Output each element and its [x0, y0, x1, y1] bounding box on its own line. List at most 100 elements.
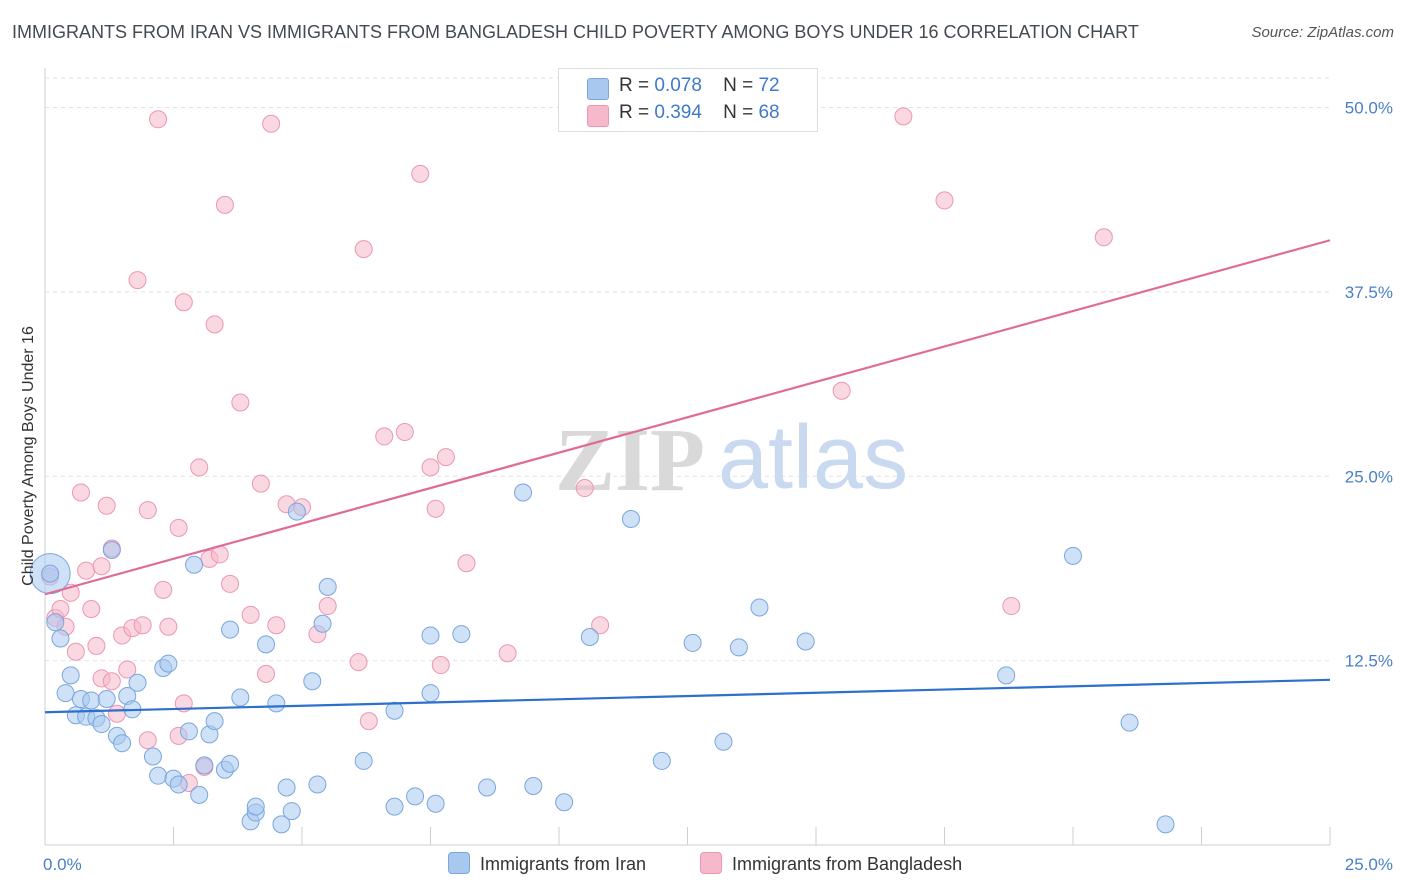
trend-line-iran [44, 678, 1331, 714]
point-iran [185, 555, 204, 574]
point-bangladesh [257, 664, 276, 683]
point-iran [1064, 546, 1082, 565]
point-bangladesh [102, 672, 121, 691]
point-iran [652, 751, 671, 770]
point-bangladesh [457, 554, 476, 573]
point-iran [1120, 713, 1139, 732]
point-bangladesh [66, 642, 85, 661]
point-iran [272, 815, 291, 834]
point-bangladesh [894, 107, 913, 126]
point-iran [41, 564, 60, 583]
point-iran [159, 654, 178, 673]
point-bangladesh [154, 580, 173, 599]
point-iran [113, 734, 132, 753]
legend-r-label: R = [619, 102, 650, 123]
point-bangladesh [92, 557, 111, 576]
point-bangladesh [128, 271, 147, 290]
point-bangladesh [169, 518, 188, 537]
point-bangladesh [375, 427, 394, 446]
trend-line-bangladesh [44, 239, 1331, 596]
point-bangladesh [359, 712, 378, 731]
point-bangladesh [426, 499, 445, 518]
point-bangladesh [318, 597, 337, 616]
point-bangladesh [436, 448, 455, 467]
point-iran [267, 694, 286, 713]
point-iran [318, 577, 337, 596]
point-bangladesh [575, 479, 594, 498]
point-bangladesh [1002, 597, 1021, 616]
point-iran [282, 802, 301, 821]
point-iran [683, 633, 702, 652]
legend-swatch-iran [587, 78, 609, 100]
x-tick-label: 0.0% [43, 855, 82, 874]
point-iran [56, 684, 75, 703]
point-iran [221, 754, 240, 773]
bottom-legend-iran: Immigrants from Iran [448, 852, 646, 875]
y-tick-label: 25.0% [1345, 467, 1393, 486]
point-iran [190, 785, 209, 804]
point-iran [205, 712, 224, 731]
point-iran [452, 625, 471, 644]
x-tick-label: 25.0% [1345, 855, 1393, 874]
point-iran [478, 778, 497, 797]
point-iran [555, 793, 574, 812]
point-bangladesh [231, 393, 250, 412]
point-iran [621, 510, 640, 529]
bottom-legend-label-bangladesh: Immigrants from Bangladesh [732, 854, 963, 874]
point-iran [149, 766, 168, 785]
point-iran [195, 756, 214, 775]
point-iran [231, 688, 250, 707]
point-bangladesh [118, 660, 137, 679]
bottom-legend-swatch-iran [448, 852, 470, 874]
y-tick-label: 12.5% [1345, 652, 1393, 671]
grid [45, 77, 1330, 662]
point-iran [82, 691, 101, 710]
point-bangladesh [411, 164, 430, 183]
point-iran [514, 483, 533, 502]
point-bangladesh [935, 191, 954, 210]
bottom-legend-swatch-bangladesh [700, 852, 722, 874]
point-iran [385, 701, 404, 720]
point-bangladesh [262, 114, 281, 133]
trend-lines [44, 239, 1331, 714]
bottom-legend-bangladesh: Immigrants from Bangladesh [700, 852, 962, 875]
point-iran [750, 598, 769, 617]
point-iran [246, 797, 265, 816]
point-bangladesh [591, 616, 610, 635]
legend-n-value-bangladesh: 68 [758, 102, 780, 123]
point-iran [287, 502, 306, 521]
point-bangladesh [138, 501, 157, 520]
y-tick-label: 50.0% [1345, 99, 1393, 118]
point-bangladesh [431, 656, 450, 675]
point-bangladesh [190, 458, 209, 477]
source-label: Source: ZipAtlas.com [1251, 24, 1394, 41]
point-iran [257, 635, 276, 654]
point-iran [92, 715, 111, 734]
point-bangladesh [97, 496, 116, 515]
point-iran [308, 775, 327, 794]
point-iran [128, 673, 147, 692]
legend-r-value-bangladesh: 0.394 [654, 102, 702, 123]
point-bangladesh [1094, 228, 1113, 247]
point-iran [714, 732, 733, 751]
point-iran [729, 638, 748, 657]
point-bangladesh [133, 616, 152, 635]
watermark-zip: ZIP [555, 411, 705, 510]
point-iran [143, 747, 162, 766]
watermark-atlas: atlas [718, 408, 908, 508]
point-iran [277, 778, 296, 797]
point-iran [354, 751, 373, 770]
point-bangladesh [241, 605, 260, 624]
point-iran [997, 666, 1016, 685]
point-iran [426, 794, 445, 813]
point-iran [169, 775, 188, 794]
legend-r-label: R = [619, 75, 650, 96]
point-bangladesh [87, 636, 106, 655]
legend-n-value-iran: 72 [758, 75, 780, 96]
legend-r-value-iran: 0.078 [654, 75, 702, 96]
chart-title: IMMIGRANTS FROM IRAN VS IMMIGRANTS FROM … [12, 22, 1139, 42]
point-iran [303, 672, 322, 691]
point-bangladesh [77, 561, 96, 580]
point-iran [46, 613, 65, 632]
